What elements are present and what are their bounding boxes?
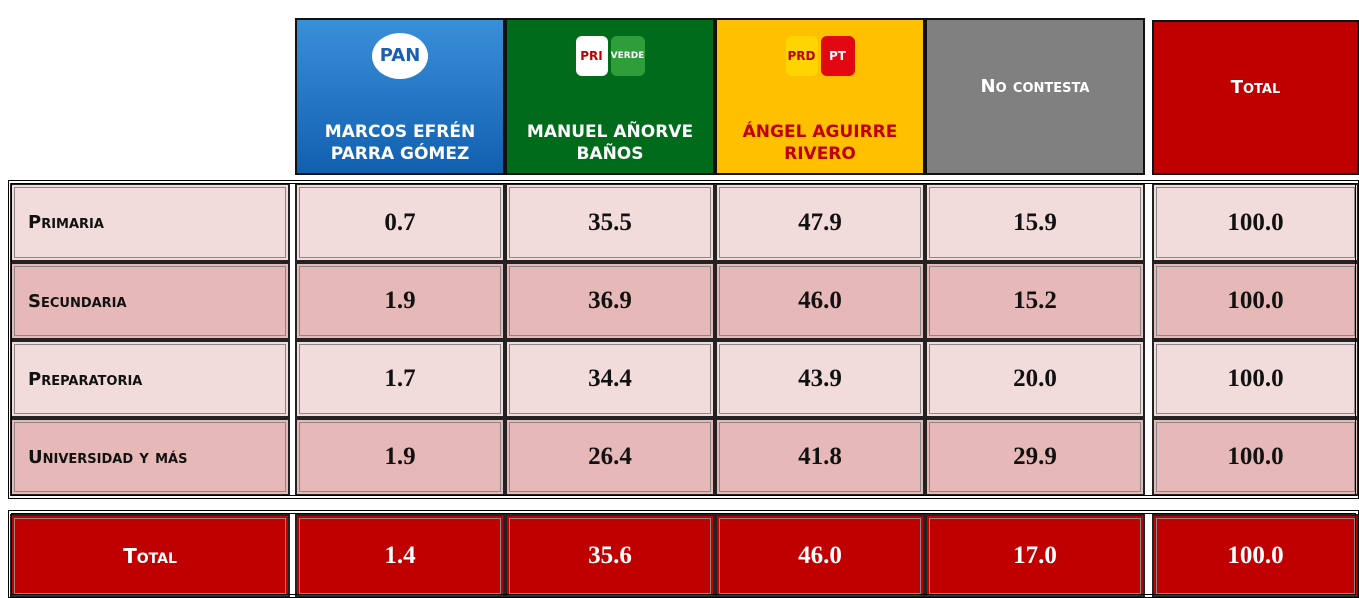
header-label: Total bbox=[1230, 76, 1281, 98]
logo-text: PT bbox=[820, 36, 855, 76]
value-cell: 34.4 bbox=[505, 340, 715, 418]
total-value: 46.0 bbox=[715, 514, 925, 598]
party-logo: PRI VERDE bbox=[575, 26, 645, 86]
header-label: MARCOS EFRÉN PARRA GÓMEZ bbox=[324, 122, 476, 164]
value-cell: 47.9 bbox=[715, 183, 925, 262]
total-value: 1.4 bbox=[295, 514, 505, 598]
header-label: No contesta bbox=[980, 75, 1090, 97]
logo-text: PRD bbox=[785, 36, 818, 76]
value-cell: 36.9 bbox=[505, 262, 715, 340]
row-label: Universidad y más bbox=[10, 418, 290, 496]
value-cell: 41.8 bbox=[715, 418, 925, 496]
column-header: Total bbox=[1152, 20, 1359, 175]
value-cell: 0.7 bbox=[295, 183, 505, 262]
value-cell: 100.0 bbox=[1152, 262, 1359, 340]
row-label: Preparatoria bbox=[10, 340, 290, 418]
value-cell: 1.9 bbox=[295, 262, 505, 340]
total-value: 100.0 bbox=[1152, 514, 1359, 598]
value-cell: 15.2 bbox=[925, 262, 1145, 340]
total-value: 35.6 bbox=[505, 514, 715, 598]
party-logo: PAN bbox=[365, 26, 435, 86]
column-header: ÁNGEL AGUIRRE RIVERO PRD PT bbox=[715, 18, 925, 175]
value-cell: 46.0 bbox=[715, 262, 925, 340]
header-label: MANUEL AÑORVE BAÑOS bbox=[526, 122, 694, 164]
party-logo: PRD PT bbox=[785, 26, 855, 86]
logo-text: PRI bbox=[575, 36, 608, 76]
value-cell: 29.9 bbox=[925, 418, 1145, 496]
total-label: Total bbox=[10, 514, 290, 598]
logo-text: PAN bbox=[372, 33, 428, 79]
value-cell: 100.0 bbox=[1152, 183, 1359, 262]
value-cell: 100.0 bbox=[1152, 418, 1359, 496]
value-cell: 43.9 bbox=[715, 340, 925, 418]
column-header: MARCOS EFRÉN PARRA GÓMEZ PAN bbox=[295, 18, 505, 175]
value-cell: 35.5 bbox=[505, 183, 715, 262]
row-label: Primaria bbox=[10, 183, 290, 262]
logo-text: VERDE bbox=[610, 36, 645, 76]
row-label: Secundaria bbox=[10, 262, 290, 340]
value-cell: 100.0 bbox=[1152, 340, 1359, 418]
total-value: 17.0 bbox=[925, 514, 1145, 598]
value-cell: 15.9 bbox=[925, 183, 1145, 262]
column-header: No contesta bbox=[925, 18, 1145, 175]
value-cell: 1.9 bbox=[295, 418, 505, 496]
column-header: MANUEL AÑORVE BAÑOS PRI VERDE bbox=[505, 18, 715, 175]
value-cell: 26.4 bbox=[505, 418, 715, 496]
value-cell: 20.0 bbox=[925, 340, 1145, 418]
value-cell: 1.7 bbox=[295, 340, 505, 418]
header-label: ÁNGEL AGUIRRE RIVERO bbox=[742, 122, 898, 164]
